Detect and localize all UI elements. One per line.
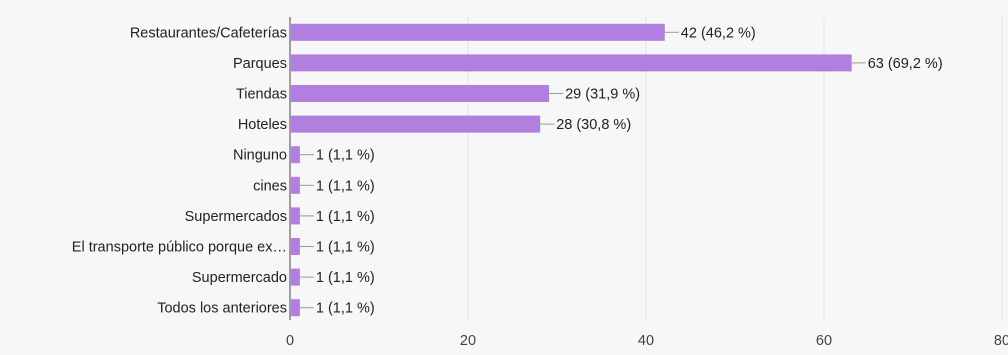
x-tick-labels: 0 20 40 60 80 (286, 333, 1008, 349)
bars (291, 23, 852, 317)
bar (291, 115, 541, 133)
category-label: Supermercado (192, 270, 287, 286)
bar (291, 238, 300, 255)
bar (291, 268, 300, 286)
category-label: Todos los anteriores (157, 301, 287, 317)
x-tick-label: 60 (816, 333, 832, 349)
bar (291, 146, 300, 164)
data-label: 1 (1,1 %) (316, 148, 375, 164)
x-tick-label: 80 (994, 333, 1008, 349)
bar (291, 207, 300, 225)
category-label: Ninguno (233, 148, 287, 164)
x-tick-label: 20 (460, 333, 476, 349)
data-label: 63 (69,2 %) (868, 56, 943, 72)
data-label: 1 (1,1 %) (316, 270, 375, 286)
category-label: Tiendas (236, 87, 287, 103)
bar (291, 176, 300, 194)
category-labels: Restaurantes/Cafeterías Parques Tiendas Hot… (72, 25, 287, 316)
data-label: 29 (31,9 %) (565, 87, 640, 103)
data-label: 1 (1,1 %) (316, 301, 375, 317)
data-label: 42 (46,2 %) (681, 25, 756, 41)
value-labels: 42 (46,2 %) 63 (69,2 %) 29 (31,9 %) 28 (30,… (299, 25, 943, 317)
data-label: 1 (1,1 %) (316, 240, 375, 256)
x-tick-label: 0 (286, 333, 294, 349)
category-label: Parques (233, 56, 287, 72)
category-label: Hoteles (238, 117, 287, 133)
category-label: cines (253, 178, 287, 194)
category-label: El transporte público porque ex… (72, 240, 287, 256)
data-label: 1 (1,1 %) (316, 178, 375, 194)
data-label: 1 (1,1 %) (316, 209, 375, 225)
category-label: Supermercados (185, 209, 287, 225)
bar (291, 85, 550, 102)
x-tick-label: 40 (638, 333, 654, 349)
bar (291, 23, 665, 41)
data-label: 28 (30,8 %) (556, 117, 631, 133)
bar (291, 299, 300, 317)
bar (291, 54, 852, 72)
category-label: Restaurantes/Cafeterías (130, 25, 287, 41)
